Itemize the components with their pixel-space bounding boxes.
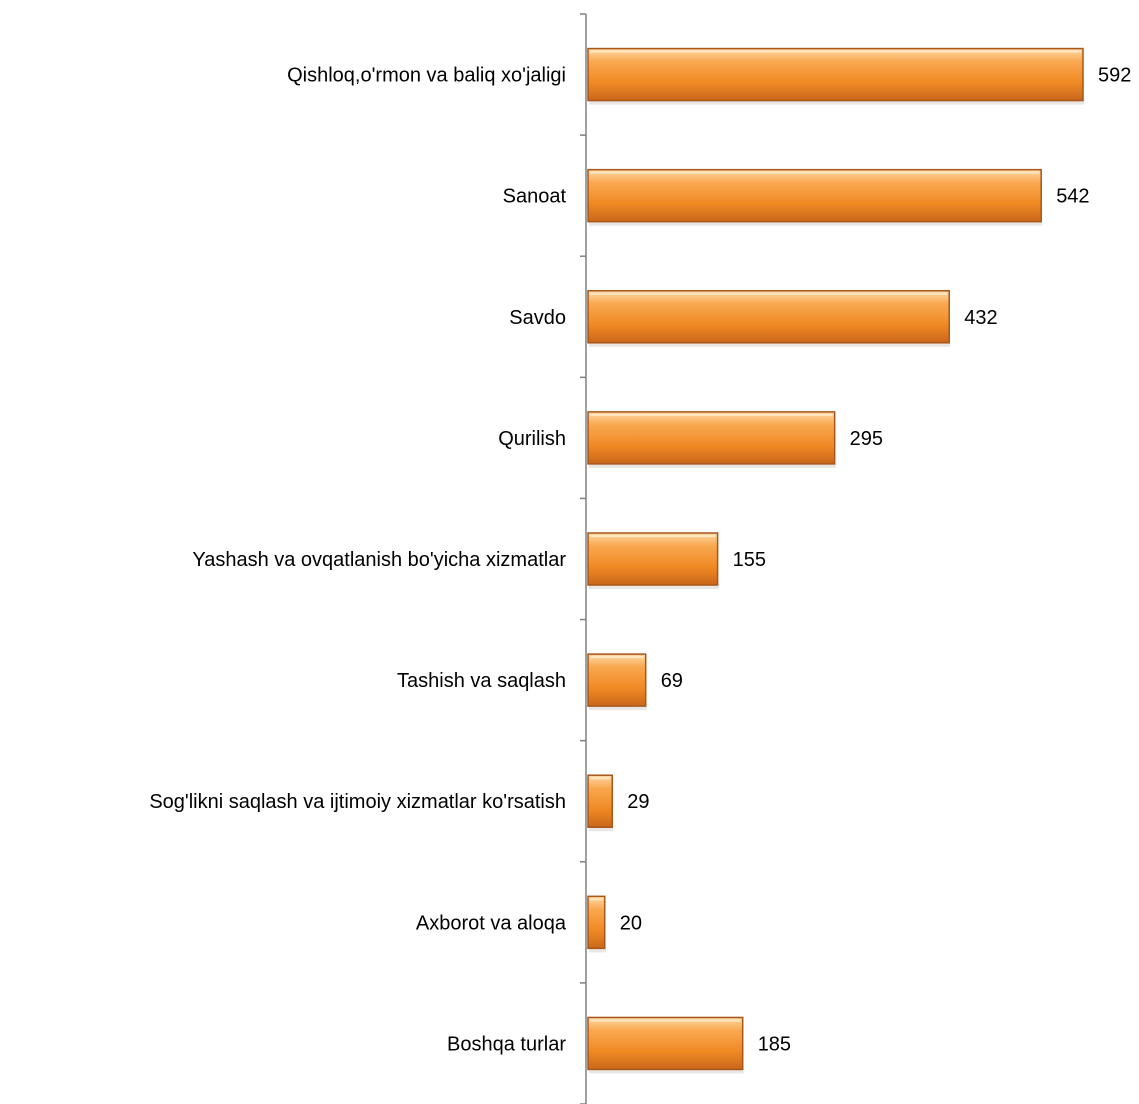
- bar: [587, 1016, 744, 1071]
- category-label: Axborot va aloqa: [416, 912, 567, 934]
- bar-shadow: [589, 219, 1043, 226]
- category-label: Yashash va ovqatlanish bo'yicha xizmatla…: [192, 549, 566, 571]
- category-label: Tashish va saqlash: [397, 670, 566, 692]
- data-label: 185: [758, 1033, 791, 1055]
- category-label: Sog'likni saqlash va ijtimoiy xizmatlar …: [149, 791, 566, 813]
- labels: Qishloq,o'rmon va baliq xo'jaligi 592 Sano…: [149, 65, 1131, 1056]
- data-label: 592: [1098, 65, 1131, 87]
- category-label: Sanoat: [503, 186, 567, 208]
- category-axis: [580, 13, 587, 1104]
- bar-shadow: [589, 98, 1084, 105]
- bars: [587, 47, 1084, 1074]
- data-label: 542: [1056, 186, 1089, 208]
- data-label: 29: [627, 791, 649, 813]
- bar-shadow: [589, 825, 614, 832]
- category-label: Savdo: [509, 307, 566, 329]
- bar: [587, 168, 1042, 223]
- data-label: 69: [661, 670, 683, 692]
- category-label: Qurilish: [498, 428, 566, 450]
- bar: [587, 653, 647, 707]
- bar-shadow: [589, 461, 836, 468]
- bar-shadow: [589, 1067, 744, 1074]
- bar-shadow: [589, 583, 719, 589]
- data-label: 155: [733, 549, 766, 571]
- data-label: 20: [620, 912, 642, 934]
- bar: [587, 290, 950, 344]
- bar: [587, 47, 1084, 102]
- category-label: Qishloq,o'rmon va baliq xo'jaligi: [287, 65, 566, 87]
- bar: [587, 774, 613, 828]
- bar: [587, 411, 836, 465]
- data-label: 432: [964, 307, 997, 329]
- bar-shadow: [589, 946, 606, 953]
- data-label: 295: [850, 428, 883, 450]
- bar: [587, 532, 719, 586]
- category-label: Boshqa turlar: [447, 1033, 566, 1055]
- bar-shadow: [589, 340, 951, 347]
- bar-shadow: [589, 704, 647, 711]
- bar: [587, 895, 606, 950]
